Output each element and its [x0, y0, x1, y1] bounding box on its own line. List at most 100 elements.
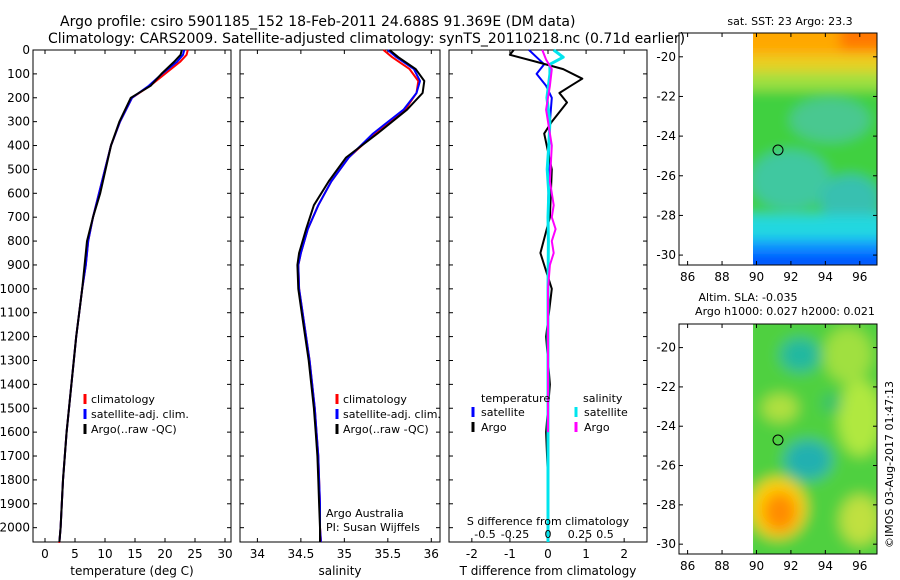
map-x-tick-label: 90	[749, 559, 764, 573]
sla-float-marker	[772, 434, 784, 446]
x-tick-label: 5	[71, 547, 79, 561]
imos-stamp: ©IMOS 03-Aug-2017 01:47:13	[883, 381, 896, 548]
depth-tick-label: 100	[7, 67, 30, 81]
depth-tick-label: 1200	[0, 330, 30, 344]
x-axis-label: salinity	[318, 564, 361, 578]
legend-label: satellite-adj. clim.	[91, 408, 189, 421]
map-x-tick-label: 94	[818, 270, 833, 284]
depth-tick-label: 1100	[0, 306, 30, 320]
legend-label: satellite	[584, 406, 628, 419]
legend-label: climatology	[343, 393, 407, 406]
map-y-tick-label: -30	[656, 537, 676, 551]
depth-tick-label: 400	[7, 139, 30, 153]
depth-tick-label: 1600	[0, 425, 30, 439]
x-tick-label: 25	[187, 547, 202, 561]
depth-tick-label: 1400	[0, 377, 30, 391]
legend-label: satellite	[481, 406, 525, 419]
series-line-satellite-adj-clim-	[58, 49, 186, 543]
depth-tick-label: 1000	[0, 282, 30, 296]
map-y-tick-label: -22	[656, 89, 676, 103]
depth-tick-label: 1500	[0, 401, 30, 415]
map-y-tick-label: -24	[656, 129, 676, 143]
s-tick-label: 0.25	[568, 528, 593, 541]
plot-frame	[239, 49, 441, 543]
temperature-panel: 0100200300400500600700800900100011001200…	[0, 43, 233, 578]
sst-heatmap	[753, 33, 877, 265]
map-x-tick-label: 94	[818, 559, 833, 573]
map-y-tick-label: -26	[656, 169, 676, 183]
legend-header-salinity: salinity	[583, 392, 623, 405]
map-y-tick-label: -20	[656, 341, 676, 355]
s-tick-label: -0.5	[474, 528, 495, 541]
s-tick-label: 0	[545, 528, 552, 541]
s-axis-label: S difference from climatology	[467, 515, 630, 528]
header-title-line1: Argo profile: csiro 5901185_152 18-Feb-2…	[60, 14, 575, 30]
map-y-tick-label: -28	[656, 208, 676, 222]
x-tick-label: 20	[157, 547, 172, 561]
x-axis-label: temperature (deg C)	[70, 564, 193, 578]
legend-label: satellite-adj. clim.	[343, 408, 441, 421]
salinity-panel: 34 34.5 35 35.5 36 salinity climatology satelli…	[239, 49, 441, 578]
x-tick-label: 15	[127, 547, 142, 561]
x-tick-label: 34.5	[288, 547, 315, 561]
x-tick-label: 34	[250, 547, 265, 561]
x-tick-label: 35	[337, 547, 352, 561]
map-x-tick-label: 92	[783, 270, 798, 284]
depth-tick-label: 2000	[0, 521, 30, 535]
difference-panel: -2 -1 0 1 2 T difference from climatology temp…	[448, 48, 648, 578]
x-tick-label: 1	[582, 547, 590, 561]
x-tick-label: 30	[217, 547, 232, 561]
series-line-argo-raw-qc-	[296, 49, 426, 542]
x-tick-label: -2	[466, 547, 478, 561]
series-line-satellite-adj-clim-	[297, 49, 421, 543]
map-y-tick-label: -30	[656, 248, 676, 262]
x-axis-label: T difference from climatology	[459, 564, 637, 578]
legend-label: Argo(..raw -QC)	[343, 423, 429, 436]
sst-float-marker	[772, 144, 784, 156]
legend-label: Argo	[584, 421, 610, 434]
map-x-tick-label: 96	[852, 270, 867, 284]
x-tick-label: 36	[424, 547, 439, 561]
series-line-climatology	[297, 49, 420, 542]
map-y-tick-label: -20	[656, 50, 676, 64]
plot-frame	[32, 49, 232, 543]
depth-tick-label: 1300	[0, 353, 30, 367]
credit-line1: Argo Australia	[326, 507, 404, 520]
s-tick-label: -0.25	[501, 528, 529, 541]
map-x-tick-label: 86	[680, 559, 695, 573]
map-x-tick-label: 88	[714, 270, 729, 284]
x-tick-label: -1	[504, 547, 516, 561]
sla-map-subtitle: Argo h1000: 0.027 h2000: 0.021	[695, 305, 875, 318]
map-x-tick-label: 90	[749, 270, 764, 284]
depth-tick-label: 1800	[0, 473, 30, 487]
sla-map-panel: Altim. SLA: -0.035 Argo h1000: 0.027 h20…	[656, 291, 878, 573]
map-y-tick-label: -28	[656, 498, 676, 512]
sla-map-title: Altim. SLA: -0.035	[698, 291, 797, 304]
legend-label: Argo(..raw -QC)	[91, 423, 177, 436]
depth-tick-label: 0	[22, 43, 30, 57]
series-line-temperature-argo	[508, 49, 584, 542]
series-line-climatology	[57, 49, 189, 543]
sla-heatmap	[753, 324, 877, 554]
map-y-tick-label: -24	[656, 419, 676, 433]
x-tick-label: 10	[97, 547, 112, 561]
sst-map-panel: sat. SST: 23 Argo: 23.3 86 88 90 92 94 96 -20 -…	[656, 15, 878, 284]
depth-tick-label: 1900	[0, 497, 30, 511]
depth-tick-label: 700	[7, 210, 30, 224]
series-line-argo-raw-qc-	[58, 49, 183, 543]
x-tick-label: 0	[41, 547, 49, 561]
depth-tick-label: 600	[7, 186, 30, 200]
legend-label: Argo	[481, 421, 507, 434]
x-tick-label: 0	[544, 547, 552, 561]
map-x-tick-label: 96	[852, 559, 867, 573]
depth-tick-label: 800	[7, 234, 30, 248]
x-tick-label: 35.5	[374, 547, 401, 561]
depth-tick-label: 900	[7, 258, 30, 272]
map-x-tick-label: 86	[680, 270, 695, 284]
s-tick-label: 0.5	[596, 528, 614, 541]
sst-map-title: sat. SST: 23 Argo: 23.3	[727, 15, 852, 28]
depth-tick-label: 1700	[0, 449, 30, 463]
header-title-line2: Climatology: CARS2009. Satellite-adjuste…	[48, 31, 685, 47]
legend-header-temperature: temperature	[481, 392, 550, 405]
